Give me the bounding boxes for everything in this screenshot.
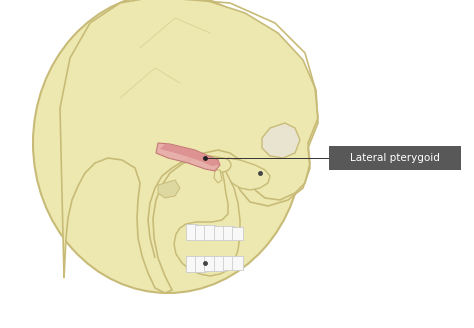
Bar (223, 256, 234, 270)
Bar (214, 256, 225, 271)
Ellipse shape (213, 158, 231, 172)
Bar (186, 256, 197, 272)
Polygon shape (262, 123, 300, 158)
Polygon shape (224, 158, 270, 190)
Bar (204, 256, 215, 271)
Bar (204, 225, 215, 240)
Text: Lateral pterygoid: Lateral pterygoid (350, 153, 440, 163)
Bar (195, 224, 206, 240)
Polygon shape (160, 144, 220, 166)
Bar (195, 256, 206, 272)
Bar (223, 226, 234, 240)
Bar (232, 256, 243, 270)
FancyBboxPatch shape (329, 146, 461, 170)
Polygon shape (214, 170, 222, 183)
Polygon shape (158, 180, 180, 198)
Polygon shape (60, 0, 318, 293)
Polygon shape (174, 165, 240, 276)
Bar (214, 226, 225, 240)
Bar (232, 227, 243, 240)
Ellipse shape (33, 0, 303, 293)
Bar (186, 224, 197, 240)
Polygon shape (156, 143, 220, 171)
